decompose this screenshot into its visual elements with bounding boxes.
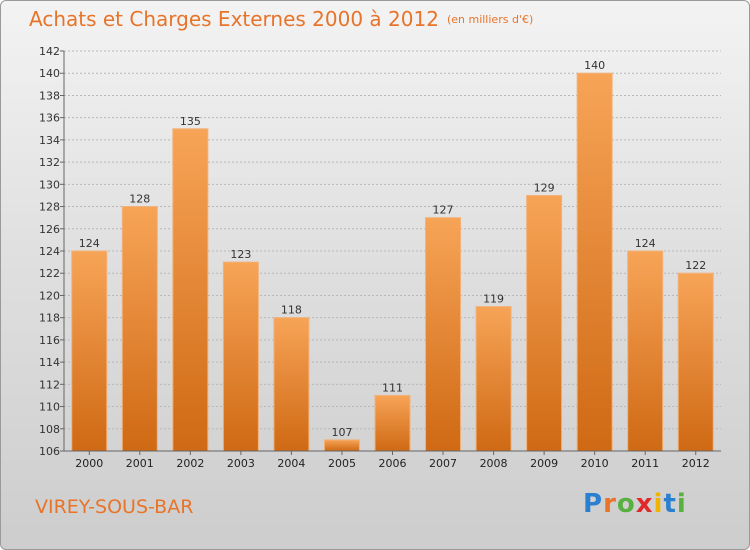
y-tick-label: 124 (39, 245, 60, 258)
x-tick-label: 2008 (480, 457, 508, 470)
bar-2001[interactable] (121, 206, 158, 452)
x-tick-label: 2003 (227, 457, 255, 470)
data-label-2004: 118 (281, 304, 302, 317)
y-tick-label: 134 (39, 134, 60, 147)
y-tick-label: 110 (39, 401, 60, 414)
bar-2011[interactable] (627, 250, 664, 452)
y-tick-label: 114 (39, 356, 60, 369)
bar-2010[interactable] (576, 72, 613, 452)
bar-2002[interactable] (172, 128, 209, 452)
y-tick-label: 106 (39, 445, 60, 458)
bar-2009[interactable] (526, 194, 563, 452)
chart-title: Achats et Charges Externes 2000 à 2012 (e… (29, 7, 533, 31)
x-tick-label: 2000 (75, 457, 103, 470)
data-label-2008: 119 (483, 293, 504, 306)
x-tick-label: 2006 (379, 457, 407, 470)
y-tick-label: 130 (39, 178, 60, 191)
bar-2003[interactable] (222, 261, 259, 452)
y-tick-label: 122 (39, 267, 60, 280)
x-axis: 2000 2001 2002 2003 2004 2005 2006 2007 2008 2009… (64, 450, 721, 470)
bar-2008[interactable] (475, 306, 512, 452)
y-tick-label: 136 (39, 112, 60, 125)
title-text: Achats et Charges Externes 2000 à 2012 (29, 7, 439, 31)
bar-2007[interactable] (425, 217, 462, 452)
bar-2000[interactable] (71, 250, 108, 452)
y-tick-label: 116 (39, 334, 60, 347)
bars: 124 128 135 123 118 107 111 127 119 129 140 124 122 (71, 59, 714, 452)
y-tick-label: 112 (39, 378, 60, 391)
x-tick-label: 2002 (176, 457, 204, 470)
y-tick-label: 118 (39, 312, 60, 325)
data-label-2005: 107 (331, 426, 352, 439)
x-tick-label: 2007 (429, 457, 457, 470)
place-name: VIREY-SOUS-BAR (35, 496, 194, 518)
bar-2004[interactable] (273, 317, 310, 452)
proxiti-logo[interactable]: Proxiti (583, 489, 687, 519)
data-label-2002: 135 (180, 115, 201, 128)
bar-2005[interactable] (323, 439, 360, 452)
data-label-2006: 111 (382, 381, 403, 394)
y-tick-label: 138 (39, 89, 60, 102)
y-tick-label: 140 (39, 67, 60, 80)
y-tick-label: 142 (39, 45, 60, 58)
x-tick-label: 2005 (328, 457, 356, 470)
y-tick-label: 120 (39, 289, 60, 302)
title-unit: (en milliers d'€) (446, 13, 534, 26)
data-label-2010: 140 (584, 59, 605, 72)
x-tick-label: 2004 (277, 457, 305, 470)
x-tick-label: 2012 (682, 457, 710, 470)
bar-2006[interactable] (374, 394, 411, 452)
data-label-2003: 123 (230, 248, 251, 261)
x-tick-label: 2010 (581, 457, 609, 470)
data-label-2000: 124 (79, 237, 100, 250)
data-label-2009: 129 (534, 181, 555, 194)
bar-2012[interactable] (677, 272, 714, 452)
y-tick-label: 126 (39, 223, 60, 236)
y-tick-label: 108 (39, 423, 60, 436)
y-tick-label: 128 (39, 201, 60, 214)
data-label-2001: 128 (129, 193, 150, 206)
data-label-2012: 122 (685, 259, 706, 272)
data-label-2007: 127 (433, 204, 454, 217)
y-tick-label: 132 (39, 156, 60, 169)
x-tick-label: 2009 (530, 457, 558, 470)
x-tick-label: 2011 (631, 457, 659, 470)
y-axis: 106 108 110 112 114 116 118 120 122 124 126 128 130 1… (39, 45, 65, 458)
data-label-2011: 124 (635, 237, 656, 250)
x-tick-label: 2001 (126, 457, 154, 470)
